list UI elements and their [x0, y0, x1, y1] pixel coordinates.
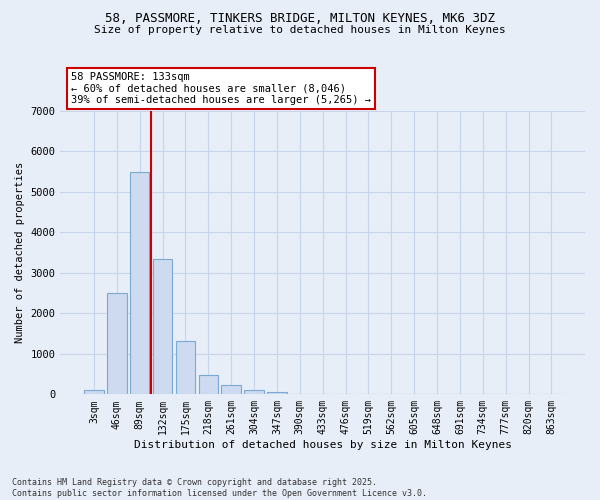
Bar: [107, 293, 127, 394]
Bar: [176, 341, 195, 394]
Y-axis label: Number of detached properties: Number of detached properties: [15, 162, 25, 343]
Text: Contains HM Land Registry data © Crown copyright and database right 2025.
Contai: Contains HM Land Registry data © Crown c…: [12, 478, 427, 498]
Bar: [130, 172, 149, 394]
Bar: [199, 375, 218, 394]
Bar: [267, 392, 287, 394]
Bar: [244, 390, 264, 394]
Text: 58 PASSMORE: 133sqm
← 60% of detached houses are smaller (8,046)
39% of semi-det: 58 PASSMORE: 133sqm ← 60% of detached ho…: [71, 72, 371, 105]
Bar: [221, 385, 241, 394]
Text: 58, PASSMORE, TINKERS BRIDGE, MILTON KEYNES, MK6 3DZ: 58, PASSMORE, TINKERS BRIDGE, MILTON KEY…: [105, 12, 495, 26]
Text: Size of property relative to detached houses in Milton Keynes: Size of property relative to detached ho…: [94, 25, 506, 35]
Bar: [84, 390, 104, 394]
X-axis label: Distribution of detached houses by size in Milton Keynes: Distribution of detached houses by size …: [134, 440, 512, 450]
Bar: [153, 258, 172, 394]
